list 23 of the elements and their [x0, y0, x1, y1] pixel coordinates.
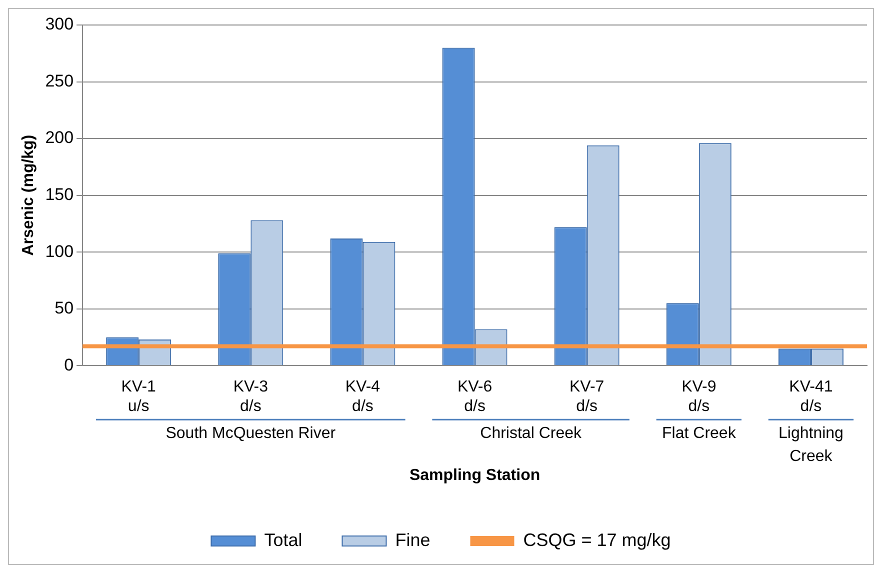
y-tick-label: 50: [54, 298, 74, 318]
x-axis-title: Sampling Station: [409, 467, 540, 484]
y-axis-title: Arsenic (mg/kg): [20, 134, 38, 256]
y-tick-label: 150: [45, 184, 74, 204]
y-tick-label: 200: [45, 128, 74, 148]
x-tick-label: KV-9 d/s: [682, 378, 716, 415]
y-tick-label: 300: [45, 14, 74, 34]
y-tick-label: 0: [64, 355, 74, 374]
x-tick-label: KV-6 d/s: [457, 378, 492, 415]
x-tick-label: KV-41 d/s: [789, 378, 833, 415]
legend-label: Total: [264, 530, 302, 550]
text: Flat Creek: [662, 425, 737, 442]
x-tick-label: KV-4 d/s: [345, 378, 380, 415]
legend-label: Fine: [395, 530, 430, 550]
y-tick-label: 250: [45, 71, 74, 90]
text: Christal Creek: [480, 425, 582, 442]
x-tick-label: KV-7 d/s: [570, 378, 604, 415]
x-tick-label: KV-1 u/s: [121, 378, 156, 415]
legend-label: CSQG = 17 mg/kg: [523, 530, 671, 550]
x-tick-label: KV-3 d/s: [233, 378, 268, 415]
y-tick-label: 100: [45, 242, 74, 261]
text: Lightning Creek: [778, 425, 844, 466]
text: South McQuesten River: [166, 425, 336, 442]
